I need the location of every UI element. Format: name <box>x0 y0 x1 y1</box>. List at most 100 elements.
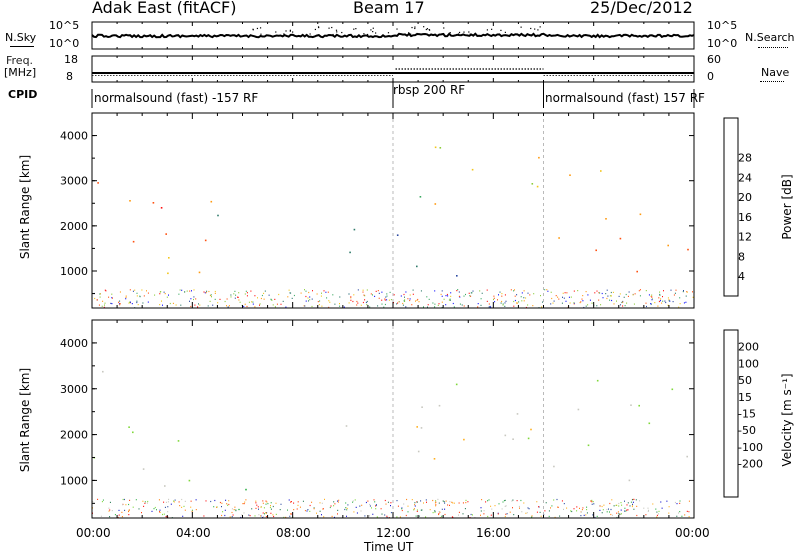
ground-cell <box>381 303 383 305</box>
power-cbar-tick: 4 <box>738 270 745 283</box>
ground-cell <box>128 514 130 516</box>
ground-cell <box>624 510 626 512</box>
ground-cell <box>686 291 688 293</box>
ground-cell <box>302 500 304 502</box>
ground-cell <box>159 304 161 306</box>
ground-cell <box>618 295 620 297</box>
ground-cell <box>384 303 386 306</box>
ground-cell <box>374 501 376 503</box>
ground-cell <box>344 508 346 511</box>
ground-cell <box>427 306 428 308</box>
ground-cell <box>111 510 113 512</box>
ground-cell <box>386 299 388 301</box>
ground-cell <box>375 505 376 507</box>
ground-cell <box>501 300 503 303</box>
ground-cell <box>586 512 588 514</box>
ground-cell <box>461 304 463 306</box>
ground-cell <box>523 502 525 504</box>
ground-cell <box>184 500 186 502</box>
ground-cell <box>334 303 336 305</box>
ground-cell <box>121 516 123 518</box>
data-cell <box>636 270 638 273</box>
ground-cell <box>587 294 589 296</box>
ground-cell <box>452 502 454 504</box>
nsearch-point <box>332 33 334 36</box>
ground-cell <box>293 294 295 297</box>
ground-cell <box>674 501 676 504</box>
data-cell <box>516 413 519 415</box>
ground-cell <box>390 299 392 301</box>
ground-cell <box>305 300 307 302</box>
ground-cell <box>503 500 505 502</box>
nsearch-point <box>423 26 425 28</box>
velocity-cbar-tick: 100 <box>738 357 759 370</box>
ground-cell <box>356 512 358 514</box>
ground-cell <box>606 511 608 513</box>
ground-cell <box>321 305 323 307</box>
ground-cell <box>237 296 239 298</box>
ground-cell <box>679 511 681 513</box>
data-cell <box>421 406 423 408</box>
ground-cell <box>613 303 615 305</box>
ground-cell <box>415 300 416 302</box>
ground-cell <box>550 303 552 305</box>
ground-cell <box>610 291 612 294</box>
ground-cell <box>178 501 180 503</box>
nsearch-point <box>534 28 536 30</box>
data-cell <box>605 218 607 220</box>
ground-cell <box>231 516 233 518</box>
ground-cell <box>316 293 318 295</box>
ground-cell <box>596 515 598 517</box>
ground-cell <box>396 516 398 518</box>
ground-cell <box>579 302 581 304</box>
ground-cell <box>132 506 134 508</box>
nsearch-point <box>370 29 372 31</box>
freq-tick-bottom: 8 <box>66 70 73 83</box>
nsearch-point <box>275 31 277 33</box>
nsearch-point <box>416 32 418 35</box>
ground-cell <box>527 292 529 294</box>
ground-cell <box>366 304 368 306</box>
ground-cell <box>504 505 506 507</box>
ground-cell <box>457 289 459 291</box>
ground-cell <box>109 501 111 503</box>
xtick-1: 04:00 <box>176 526 211 540</box>
ground-cell <box>194 304 196 306</box>
ground-cell <box>375 508 377 510</box>
ground-cell <box>206 290 208 292</box>
ground-cell <box>243 503 245 505</box>
ground-cell <box>357 289 359 291</box>
ground-cell <box>596 290 598 292</box>
ground-cell <box>547 290 549 292</box>
ground-cell <box>423 502 424 504</box>
ground-cell <box>129 301 131 303</box>
ground-cell <box>650 295 652 297</box>
ground-cell <box>238 299 240 301</box>
ground-cell <box>167 506 169 508</box>
ground-cell <box>442 500 444 502</box>
ytick-label: 1000 <box>60 265 88 278</box>
ground-cell <box>636 514 638 517</box>
ground-cell <box>526 512 528 514</box>
ground-cell <box>632 294 634 296</box>
ground-cell <box>384 298 386 300</box>
ground-cell <box>502 304 504 306</box>
ground-cell <box>111 293 113 295</box>
ground-cell <box>404 296 405 298</box>
nsearch-point <box>317 26 320 28</box>
ground-cell <box>214 298 216 300</box>
ground-cell <box>599 509 601 511</box>
ground-cell <box>591 501 593 503</box>
ground-cell <box>514 295 516 297</box>
ground-cell <box>470 295 472 297</box>
ground-cell <box>350 296 352 298</box>
ground-cell <box>445 295 447 297</box>
nsearch-point <box>491 28 493 30</box>
ground-cell <box>159 293 161 295</box>
nsearch-point <box>283 33 285 35</box>
ground-cell <box>154 506 156 509</box>
ground-cell <box>109 509 111 511</box>
mode-label-3: normalsound (fast) 157 RF <box>545 91 705 105</box>
ground-cell <box>128 302 130 304</box>
ground-cell <box>353 294 355 296</box>
